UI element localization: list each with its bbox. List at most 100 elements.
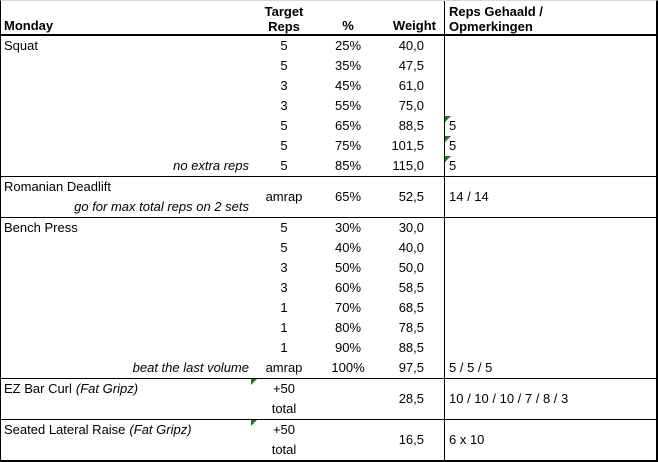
result-cell[interactable] <box>444 96 656 116</box>
result-cell[interactable] <box>444 338 656 358</box>
weight-cell[interactable]: 101,5 <box>391 138 424 153</box>
day-title[interactable]: Monday <box>4 18 54 33</box>
weight-cell[interactable]: 75,0 <box>398 98 424 113</box>
percent-cell[interactable]: 65% <box>334 118 362 133</box>
weight-cell[interactable]: 16,5 <box>398 432 424 447</box>
exercise-name-cell[interactable]: EZ Bar Curl (Fat Gripz) <box>1 379 251 399</box>
reps-cell[interactable]: 3 <box>280 78 288 93</box>
note-cell[interactable]: no extra reps <box>173 158 249 173</box>
exercise-name-cell[interactable] <box>1 440 251 460</box>
reps-cell[interactable]: 1 <box>280 320 288 335</box>
reps-cell[interactable]: 5 <box>280 240 288 255</box>
exercise-name-cell[interactable] <box>1 318 251 338</box>
result-cell[interactable]: 5 / 5 / 5 <box>444 358 656 378</box>
column-header-target-reps[interactable]: Target Reps <box>251 1 317 34</box>
result-cell[interactable]: 6 x 10 <box>444 420 656 460</box>
result-cell[interactable] <box>444 318 656 338</box>
exercise-name-cell[interactable] <box>1 258 251 278</box>
result-cell[interactable]: 10 / 10 / 10 / 7 / 8 / 3 <box>444 379 656 419</box>
reps-cell[interactable]: 5 <box>280 58 288 73</box>
note-cell[interactable]: beat the last volume <box>132 360 249 375</box>
result-cell[interactable] <box>444 56 656 76</box>
weight-cell[interactable]: 30,0 <box>398 220 424 235</box>
result-cell[interactable]: 5 <box>444 116 656 136</box>
percent-cell[interactable]: 85% <box>334 158 362 173</box>
exercise-name-cell[interactable]: Romanian Deadlift <box>4 179 111 194</box>
weight-cell[interactable]: 78,5 <box>398 320 424 335</box>
percent-cell[interactable]: 65% <box>334 189 362 204</box>
exercise-name-cell[interactable] <box>1 238 251 258</box>
weight-cell[interactable]: 58,5 <box>398 280 424 295</box>
reps-cell[interactable]: 3 <box>280 280 288 295</box>
percent-cell[interactable] <box>317 379 379 419</box>
weight-cell[interactable]: 40,0 <box>398 38 424 53</box>
exercise-name-cell[interactable] <box>1 116 251 136</box>
result-cell[interactable]: 5 <box>444 156 656 176</box>
reps-cell[interactable]: 3 <box>280 260 288 275</box>
exercise-name-cell[interactable]: Seated Lateral Raise (Fat Gripz) <box>1 420 251 440</box>
column-header-weight[interactable]: Weight <box>392 18 436 33</box>
percent-cell[interactable] <box>317 420 379 460</box>
result-cell[interactable] <box>444 258 656 278</box>
exercise-name-cell[interactable] <box>1 136 251 156</box>
reps-cell[interactable]: 5 <box>280 158 288 173</box>
weight-cell[interactable]: 61,0 <box>398 78 424 93</box>
exercise-name-cell[interactable] <box>1 298 251 318</box>
reps-cell[interactable]: 5 <box>280 38 288 53</box>
percent-cell[interactable]: 45% <box>334 78 362 93</box>
result-cell[interactable] <box>444 278 656 298</box>
weight-cell[interactable]: 68,5 <box>398 300 424 315</box>
weight-cell[interactable]: 50,0 <box>398 260 424 275</box>
result-cell[interactable] <box>444 36 656 56</box>
percent-cell[interactable]: 75% <box>334 138 362 153</box>
column-header-result[interactable]: Reps Gehaald / Opmerkingen <box>444 1 656 34</box>
exercise-name-cell[interactable] <box>1 56 251 76</box>
reps-cell[interactable]: 5 <box>280 118 288 133</box>
reps-cell[interactable]: 5 <box>280 220 288 235</box>
note-cell[interactable]: go for max total reps on 2 sets <box>74 199 249 214</box>
result-cell[interactable]: 14 / 14 <box>444 177 656 217</box>
result-cell[interactable] <box>444 76 656 96</box>
weight-cell[interactable]: 97,5 <box>398 360 424 375</box>
exercise-name-cell[interactable] <box>1 76 251 96</box>
reps-cell[interactable]: 3 <box>280 98 288 113</box>
percent-cell[interactable]: 90% <box>334 340 362 355</box>
weight-cell[interactable]: 88,5 <box>398 340 424 355</box>
reps-cell[interactable]: +50 <box>251 420 317 440</box>
percent-cell[interactable]: 55% <box>334 98 362 113</box>
result-cell[interactable] <box>444 218 656 238</box>
weight-cell[interactable]: 47,5 <box>398 58 424 73</box>
reps-total-cell[interactable]: total <box>271 442 297 457</box>
reps-total-cell[interactable]: total <box>271 401 297 416</box>
percent-cell[interactable]: 80% <box>334 320 362 335</box>
result-cell[interactable]: 5 <box>444 136 656 156</box>
weight-cell[interactable]: 88,5 <box>398 118 424 133</box>
weight-cell[interactable]: 28,5 <box>398 391 424 406</box>
reps-cell[interactable]: amrap <box>265 360 303 375</box>
exercise-name-cell[interactable] <box>1 278 251 298</box>
weight-cell[interactable]: 115,0 <box>392 158 424 173</box>
exercise-name-cell[interactable]: Squat <box>4 38 38 53</box>
exercise-name-cell[interactable] <box>1 399 251 419</box>
reps-cell[interactable]: amrap <box>265 189 303 204</box>
percent-cell[interactable]: 30% <box>334 220 362 235</box>
percent-cell[interactable]: 35% <box>334 58 362 73</box>
percent-cell[interactable]: 60% <box>334 280 362 295</box>
reps-cell[interactable]: 5 <box>280 138 288 153</box>
weight-cell[interactable]: 52,5 <box>398 189 424 204</box>
percent-cell[interactable]: 50% <box>334 260 362 275</box>
percent-cell[interactable]: 70% <box>334 300 362 315</box>
weight-cell[interactable]: 40,0 <box>398 240 424 255</box>
reps-cell[interactable]: 1 <box>280 300 288 315</box>
result-cell[interactable] <box>444 238 656 258</box>
exercise-name-cell[interactable]: Bench Press <box>4 220 78 235</box>
percent-cell[interactable]: 25% <box>334 38 362 53</box>
exercise-name-cell[interactable] <box>1 96 251 116</box>
result-cell[interactable] <box>444 298 656 318</box>
column-header-percent[interactable]: % <box>342 18 354 33</box>
percent-cell[interactable]: 100% <box>331 360 365 375</box>
percent-cell[interactable]: 40% <box>334 240 362 255</box>
exercise-name-cell[interactable] <box>1 338 251 358</box>
reps-cell[interactable]: +50 <box>251 379 317 399</box>
reps-cell[interactable]: 1 <box>280 340 288 355</box>
